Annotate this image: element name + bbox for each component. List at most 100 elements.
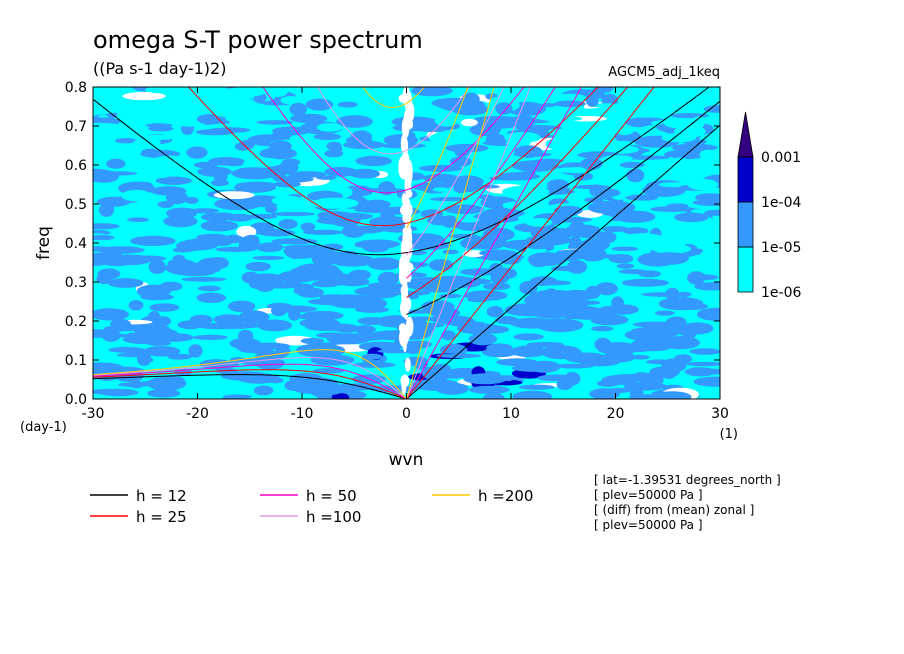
colorbar-band	[737, 246, 754, 293]
power-cell	[536, 318, 584, 333]
power-cell	[271, 211, 316, 217]
power-cell	[245, 157, 282, 167]
power-cell	[626, 168, 645, 183]
power-cell	[312, 280, 340, 288]
power-cell	[215, 246, 257, 252]
power-cell	[332, 383, 378, 391]
power-cell	[591, 326, 614, 332]
power-cell	[630, 354, 650, 360]
power-cell	[670, 113, 709, 119]
x-axis: -30 -20 -10 0 10 20 30	[82, 87, 729, 422]
power-cell	[401, 192, 407, 205]
power-cell	[704, 209, 720, 216]
power-cell	[693, 376, 720, 387]
power-cell	[689, 348, 720, 355]
legend-label: h = 25	[136, 508, 187, 526]
power-cell	[687, 271, 706, 285]
power-cell	[698, 225, 720, 237]
power-cell	[336, 115, 373, 128]
power-cell	[157, 201, 174, 208]
power-cell	[519, 280, 538, 295]
power-cell	[530, 276, 558, 286]
power-cell	[512, 390, 553, 399]
power-cell	[460, 118, 478, 127]
power-cell	[282, 158, 301, 166]
power-cell	[155, 155, 190, 163]
power-cell	[150, 186, 187, 196]
power-cell	[528, 360, 561, 373]
power-cell	[429, 197, 469, 202]
power-cell	[597, 306, 616, 319]
power-cell	[683, 330, 697, 339]
power-cell	[428, 259, 454, 272]
power-cell	[186, 146, 208, 159]
power-cell	[367, 257, 402, 271]
inertia-gravity-curve	[362, 87, 425, 109]
power-cell	[665, 316, 687, 329]
power-cell	[621, 278, 670, 287]
power-cell	[522, 240, 556, 250]
mrg-curve	[406, 87, 505, 256]
kelvin-curve	[406, 87, 531, 399]
annotation-line: [ lat=-1.39531 degrees_north ]	[594, 473, 781, 487]
power-cell	[449, 156, 472, 167]
power-cell	[357, 317, 387, 325]
power-cell	[486, 306, 504, 318]
power-cell	[587, 200, 636, 215]
power-cell	[326, 141, 342, 151]
power-cell	[696, 307, 720, 321]
x-tick-label: -20	[186, 406, 209, 422]
power-cell	[322, 243, 344, 251]
inertia-gravity-curve	[262, 87, 525, 194]
y-tick-label: 0.0	[65, 392, 87, 408]
power-cell	[145, 87, 188, 94]
power-cell	[224, 161, 244, 167]
power-cell	[499, 255, 522, 265]
inertia-gravity-curve	[317, 87, 470, 155]
power-cell	[625, 194, 659, 201]
power-cell	[197, 166, 232, 177]
power-cell	[213, 314, 245, 325]
power-cell	[528, 255, 549, 268]
power-cell	[596, 342, 639, 355]
power-cell	[661, 367, 677, 379]
power-cell	[703, 105, 720, 113]
y-tick-label: 0.7	[65, 119, 87, 135]
power-cell	[611, 296, 624, 311]
power-cell	[407, 103, 412, 113]
power-cell	[502, 185, 550, 199]
power-cell	[170, 262, 188, 274]
power-cell	[110, 318, 131, 329]
power-cell	[454, 144, 470, 158]
power-cell	[332, 212, 373, 220]
power-cell	[93, 235, 115, 241]
power-cell	[580, 238, 610, 252]
power-cell	[148, 260, 166, 274]
power-cell	[575, 300, 601, 305]
power-cell	[305, 323, 346, 331]
power-cell	[564, 352, 607, 364]
power-cell	[148, 126, 174, 132]
power-cell	[412, 378, 460, 391]
power-cell	[482, 392, 505, 399]
power-cell	[93, 329, 121, 338]
power-cell	[97, 268, 121, 280]
power-cell	[135, 380, 184, 387]
power-cell	[267, 377, 284, 384]
power-cell	[687, 178, 719, 191]
power-cell	[259, 147, 298, 160]
power-cell	[684, 368, 720, 375]
power-cell	[155, 95, 203, 106]
x-tick-label: 30	[711, 406, 729, 422]
power-cell	[224, 368, 238, 377]
power-cell	[258, 229, 296, 237]
power-cell	[569, 221, 586, 232]
power-cell	[511, 160, 559, 172]
power-cell	[193, 161, 218, 169]
power-cell	[666, 203, 689, 208]
power-cell	[525, 218, 553, 227]
power-cell	[424, 369, 451, 382]
power-cell	[93, 144, 120, 153]
power-cell	[526, 341, 565, 348]
